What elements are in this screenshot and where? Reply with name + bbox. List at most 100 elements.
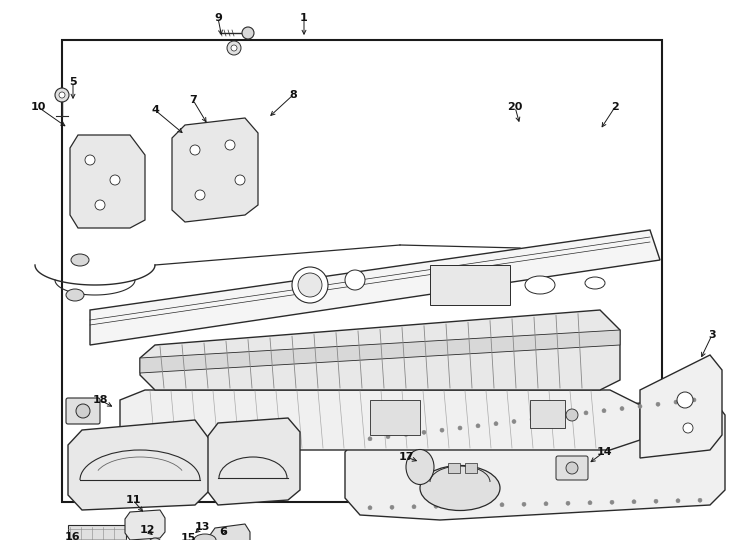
Circle shape — [566, 409, 578, 421]
Circle shape — [456, 504, 460, 508]
Circle shape — [422, 430, 426, 434]
Ellipse shape — [585, 277, 605, 289]
Circle shape — [632, 500, 636, 504]
Circle shape — [566, 413, 570, 417]
Text: 4: 4 — [151, 105, 159, 115]
Circle shape — [345, 270, 365, 290]
Circle shape — [530, 417, 534, 421]
Polygon shape — [125, 510, 165, 540]
Circle shape — [59, 92, 65, 98]
Text: 16: 16 — [65, 532, 81, 540]
Text: 7: 7 — [189, 95, 197, 105]
Circle shape — [494, 422, 498, 426]
Bar — [448, 463, 460, 473]
Circle shape — [368, 437, 372, 441]
Circle shape — [292, 267, 328, 303]
Text: 6: 6 — [219, 527, 227, 537]
Circle shape — [227, 41, 241, 55]
Circle shape — [85, 155, 95, 165]
Circle shape — [544, 502, 548, 506]
Polygon shape — [140, 330, 620, 373]
Circle shape — [478, 503, 482, 507]
Polygon shape — [640, 355, 722, 458]
Circle shape — [566, 501, 570, 505]
Polygon shape — [172, 118, 258, 222]
Circle shape — [683, 423, 693, 433]
Circle shape — [368, 506, 372, 510]
Text: 20: 20 — [507, 102, 523, 112]
Polygon shape — [345, 395, 725, 520]
Ellipse shape — [194, 534, 216, 540]
Circle shape — [677, 392, 693, 408]
Circle shape — [55, 88, 69, 102]
Text: 2: 2 — [611, 102, 619, 112]
Text: 8: 8 — [289, 90, 297, 100]
Circle shape — [190, 145, 200, 155]
Text: 1: 1 — [300, 13, 308, 23]
Circle shape — [235, 175, 245, 185]
Circle shape — [242, 27, 254, 39]
Circle shape — [458, 426, 462, 430]
Text: 3: 3 — [708, 330, 716, 340]
Text: 13: 13 — [195, 522, 210, 532]
Circle shape — [676, 499, 680, 503]
Text: 11: 11 — [126, 495, 141, 505]
Circle shape — [404, 433, 408, 436]
Circle shape — [638, 404, 642, 408]
Circle shape — [610, 500, 614, 504]
Text: 9: 9 — [214, 13, 222, 23]
Circle shape — [698, 498, 702, 502]
Polygon shape — [70, 135, 145, 228]
Circle shape — [195, 190, 205, 200]
Circle shape — [522, 502, 526, 507]
Text: 10: 10 — [30, 102, 46, 112]
Circle shape — [110, 175, 120, 185]
Bar — [62, 40, 662, 502]
Circle shape — [602, 409, 606, 413]
Bar — [430, 265, 510, 305]
Circle shape — [434, 504, 438, 508]
Circle shape — [225, 140, 235, 150]
Text: 14: 14 — [596, 447, 612, 457]
Circle shape — [412, 505, 416, 509]
Ellipse shape — [525, 276, 555, 294]
Polygon shape — [210, 524, 250, 540]
Circle shape — [588, 501, 592, 505]
Circle shape — [231, 45, 237, 51]
Circle shape — [654, 500, 658, 503]
Ellipse shape — [71, 254, 89, 266]
Text: 12: 12 — [139, 525, 155, 535]
Bar — [530, 400, 565, 428]
Circle shape — [512, 420, 516, 423]
Ellipse shape — [420, 465, 500, 510]
Circle shape — [500, 503, 504, 507]
Circle shape — [390, 505, 394, 509]
Polygon shape — [120, 390, 640, 450]
Ellipse shape — [406, 449, 434, 484]
Circle shape — [674, 400, 678, 404]
Circle shape — [76, 404, 90, 418]
Text: 5: 5 — [69, 77, 77, 87]
Circle shape — [620, 407, 624, 410]
FancyBboxPatch shape — [66, 398, 100, 424]
Polygon shape — [208, 418, 300, 505]
Ellipse shape — [66, 289, 84, 301]
Text: 15: 15 — [181, 533, 196, 540]
Circle shape — [476, 424, 480, 428]
Circle shape — [386, 435, 390, 438]
Polygon shape — [68, 420, 210, 510]
Circle shape — [548, 415, 552, 419]
Bar — [370, 400, 420, 435]
Bar — [465, 463, 477, 473]
Circle shape — [692, 398, 696, 402]
Polygon shape — [90, 230, 660, 345]
Text: 17: 17 — [399, 452, 414, 462]
Circle shape — [440, 428, 444, 432]
Circle shape — [298, 273, 322, 297]
Circle shape — [584, 411, 588, 415]
Circle shape — [566, 462, 578, 474]
Polygon shape — [140, 310, 620, 390]
Circle shape — [95, 200, 105, 210]
FancyBboxPatch shape — [556, 456, 588, 480]
Bar — [68, 525, 126, 540]
